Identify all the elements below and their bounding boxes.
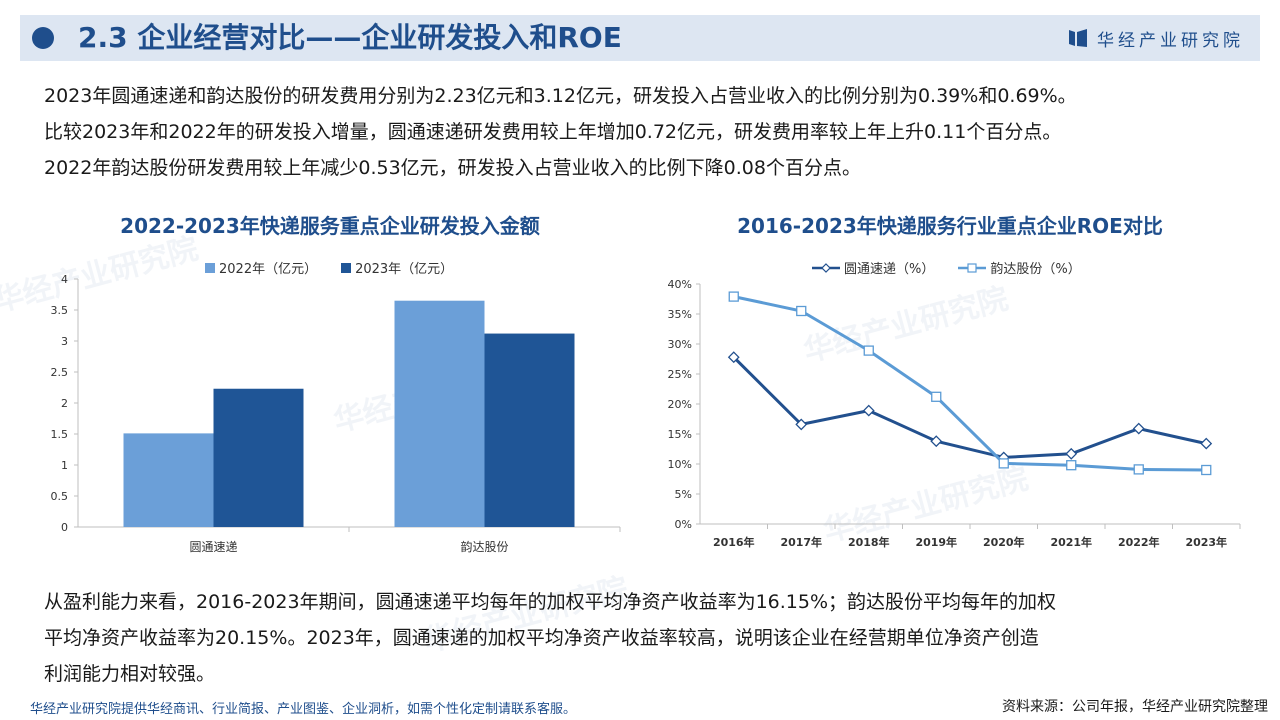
- y-tick-label: 0: [61, 521, 68, 534]
- bar: [484, 333, 575, 527]
- line-chart: 0% 5% 10% 15% 20% 25% 30% 35% 40% 2016年 2017年 2018年…: [668, 278, 1241, 549]
- intro-paragraph: 2023年圆通速递和韵达股份的研发费用分别为2.23亿元和3.12亿元，研发投入…: [44, 78, 1254, 186]
- data-point: [1065, 447, 1078, 460]
- legend-item-2023: 2023年（亿元）: [341, 258, 453, 277]
- x-tick-label: 圆通速递: [189, 540, 237, 554]
- y-tick-label: 10%: [668, 458, 692, 471]
- y-tick-label: 2.5: [51, 366, 69, 379]
- footer-note: 华经产业研究院提供华经商讯、行业简报、产业图鉴、企业洞析，如需个性化定制请联系客…: [30, 702, 577, 717]
- data-point: [930, 435, 943, 448]
- legend-item-yuantong: 圆通速递（%）: [812, 258, 934, 277]
- data-point: [998, 458, 1009, 469]
- conclusion-line-2: 平均净资产收益率为20.15%。2023年，圆通速递的加权平均净资产收益率较高，…: [44, 627, 1039, 649]
- y-tick-label: 0.5: [51, 490, 69, 503]
- conclusion-paragraph: 从盈利能力来看，2016-2023年期间，圆通速递平均每年的加权平均净资产收益率…: [44, 584, 1254, 692]
- y-tick-label: 4: [61, 273, 68, 286]
- legend-item-yunda: 韵达股份（%）: [958, 258, 1081, 277]
- y-tick-label: 1: [61, 459, 68, 472]
- data-point: [931, 391, 942, 402]
- data-point: [863, 345, 874, 356]
- bar: [394, 300, 485, 527]
- x-tick-label: 2017年: [780, 535, 822, 549]
- bar: [123, 433, 214, 527]
- line-chart-legend: 圆通速递（%） 韵达股份（%）: [812, 258, 1081, 277]
- legend-label: 韵达股份（%）: [990, 262, 1081, 277]
- series-line: [733, 295, 1207, 472]
- intro-line-1: 2023年圆通速递和韵达股份的研发费用分别为2.23亿元和3.12亿元，研发投入…: [44, 85, 1077, 107]
- intro-line-3: 2022年韵达股份研发费用较上年减少0.53亿元，研发投入占营业收入的比例下降0…: [44, 157, 861, 179]
- x-tick-label: 2021年: [1050, 535, 1092, 549]
- data-point: [795, 418, 808, 431]
- section-header: 2.3 企业经营对比——企业研发投入和ROE 华经产业研究院: [20, 15, 1260, 61]
- x-tick-label: 2016年: [713, 535, 755, 549]
- brand-logo: 华经产业研究院: [1067, 25, 1244, 51]
- y-tick-label: 5%: [675, 488, 692, 501]
- bullet-icon: [32, 27, 54, 49]
- y-tick-label: 30%: [668, 338, 692, 351]
- page-title: 2.3 企业经营对比——企业研发投入和ROE: [78, 21, 622, 54]
- x-tick-label: 韵达股份: [460, 539, 508, 554]
- data-point: [728, 291, 739, 302]
- data-point: [727, 351, 740, 364]
- brand-name: 华经产业研究院: [1097, 30, 1244, 51]
- x-tick-label: 2023年: [1185, 535, 1227, 549]
- x-tick-label: 2019年: [915, 535, 957, 549]
- bar: [213, 388, 304, 527]
- legend-line-square-icon: [958, 262, 987, 273]
- conclusion-line-3: 利润能力相对较强。: [44, 663, 216, 685]
- source-note: 资料来源：公司年报，华经产业研究院整理: [1002, 699, 1268, 715]
- x-tick-label: 2020年: [983, 535, 1025, 549]
- legend-label: 2022年（亿元）: [219, 262, 318, 277]
- legend-line-diamond-icon: [812, 262, 840, 273]
- conclusion-line-1: 从盈利能力来看，2016-2023年期间，圆通速递平均每年的加权平均净资产收益率…: [44, 591, 1057, 613]
- y-tick-label: 1.5: [51, 428, 69, 441]
- data-point: [796, 305, 807, 317]
- data-point: [1133, 464, 1144, 475]
- data-point: [1201, 464, 1212, 476]
- data-point: [862, 404, 875, 417]
- y-tick-label: 25%: [668, 368, 692, 381]
- legend-label: 圆通速递（%）: [844, 262, 935, 277]
- y-tick-label: 35%: [668, 308, 692, 321]
- data-point: [1200, 437, 1213, 450]
- legend-swatch: [341, 262, 352, 273]
- data-point: [1066, 460, 1077, 471]
- bar-chart-legend: 2022年（亿元） 2023年（亿元）: [205, 258, 453, 277]
- series-line: [732, 356, 1207, 459]
- line-chart-title: 2016-2023年快递服务行业重点企业ROE对比: [737, 214, 1163, 238]
- y-tick-label: 20%: [668, 398, 692, 411]
- y-tick-label: 3: [61, 335, 68, 348]
- y-tick-label: 0%: [675, 518, 692, 531]
- x-tick-label: 2022年: [1118, 535, 1160, 549]
- bar-chart: 0 0.5 1 1.5 2 2.5 3 3.5 4 圆通速递 韵达股份: [51, 273, 621, 554]
- y-tick-label: 3.5: [51, 304, 69, 317]
- legend-swatch: [205, 262, 215, 273]
- y-tick-label: 2: [61, 397, 68, 410]
- data-point: [1132, 422, 1145, 435]
- y-tick-label: 40%: [668, 278, 692, 291]
- legend-label: 2023年（亿元）: [355, 262, 454, 277]
- brand-icon: [1069, 29, 1087, 47]
- x-tick-label: 2018年: [848, 535, 890, 549]
- intro-line-2: 比较2023年和2022年的研发投入增量，圆通速递研发费用较上年增加0.72亿元…: [44, 121, 1062, 143]
- legend-item-2022: 2022年（亿元）: [205, 258, 317, 277]
- bar-chart-title: 2022-2023年快递服务重点企业研发投入金额: [120, 214, 540, 238]
- y-tick-label: 15%: [668, 428, 692, 441]
